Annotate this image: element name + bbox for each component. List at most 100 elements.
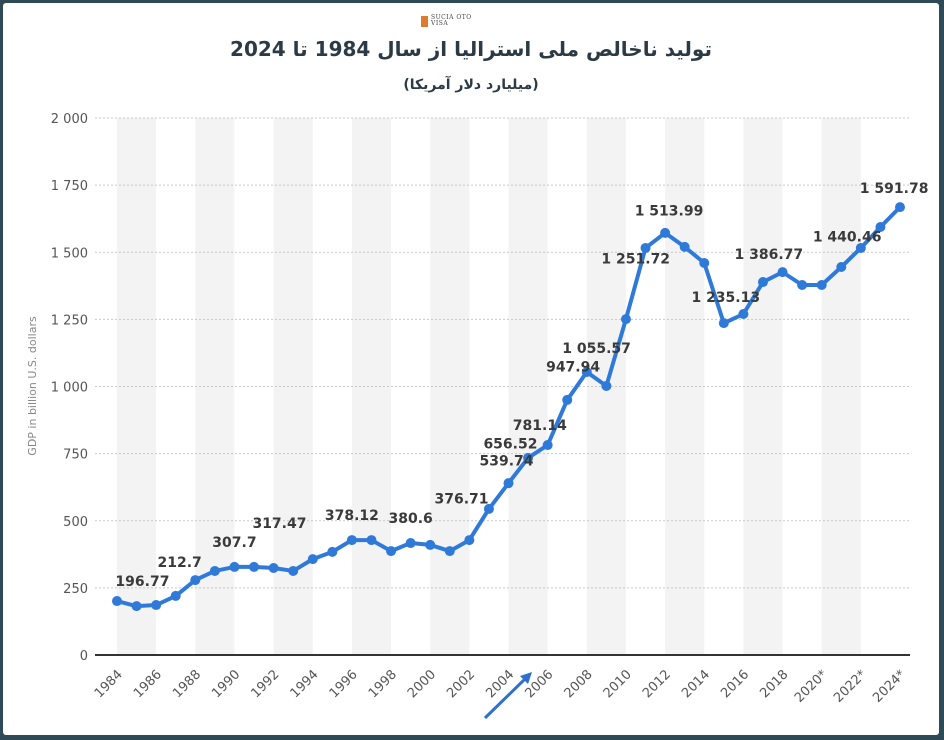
data-point [483,503,494,514]
x-tick-label: 2022* [831,667,870,706]
y-tick-label: 1 250 [51,313,88,328]
data-label: 196.77 [115,574,169,590]
logo-subtext: VISA [431,20,449,27]
data-point [855,242,866,253]
data-point [288,565,299,576]
data-point [151,600,162,611]
data-point [699,257,710,268]
x-tick-label: 2000 [405,667,439,701]
x-tick-label: 1984 [92,667,126,701]
x-tick-label: 1990 [209,667,243,701]
x-tick-label: 2020* [792,667,831,706]
x-tick-label: 2016 [718,667,752,701]
x-tick-label: 2008 [562,667,596,701]
x-tick-label: 2002 [444,667,478,701]
x-tick-label: 1998 [366,667,400,701]
y-tick-label: 0 [80,649,88,664]
data-point [620,314,631,325]
data-point [464,535,475,546]
data-point [660,227,671,238]
arrow-icon [483,674,530,720]
x-tick-label: 1992 [248,667,282,701]
data-point [190,575,201,586]
gdp-line-chart: 0 250 500 750 1 000 1 250 1 500 1 750 2 000 GDP i… [26,112,929,720]
data-point [405,538,416,549]
y-tick-label: 750 [63,448,88,463]
data-label: 1 235.13 [691,290,760,306]
data-point [425,539,436,550]
data-point [601,380,612,391]
data-label: 1 440.46 [813,229,882,245]
logo-mark-icon [421,15,428,27]
data-point [738,309,749,320]
data-point [366,535,377,546]
chart-subtitle: (میلیارد دلار آمریکا) [403,77,539,93]
x-tick-label: 2014 [679,667,713,701]
x-tick-label: 1988 [170,667,204,701]
y-tick-label: 250 [63,582,88,597]
data-point [268,563,279,574]
x-tick-label: 2012 [640,667,674,701]
data-point [170,590,181,601]
data-point [444,546,455,557]
data-label: 1 591.78 [860,181,929,197]
data-point [209,565,220,576]
data-point [581,367,592,378]
x-tick-label: 1996 [327,667,361,701]
y-tick-label: 1 750 [51,179,88,194]
x-tick-label: 2004 [483,667,517,701]
data-point [562,394,573,405]
data-label: 1 513.99 [635,204,704,220]
data-label: 378.12 [325,508,379,524]
data-point [679,241,690,252]
y-tick-label: 1 000 [51,381,88,396]
data-label: 307.7 [212,535,256,551]
data-label: 212.7 [157,555,201,571]
data-label: 947.94 [546,360,600,376]
data-label: 656.52 [483,437,537,453]
x-tick-label: 2010 [601,667,635,701]
data-point [307,554,318,565]
data-point [112,596,122,607]
x-tick-label: 2006 [522,667,556,701]
data-label: 380.6 [388,511,432,527]
y-tick-label: 500 [63,515,88,530]
data-label: 1 251.72 [601,252,670,268]
data-point [718,318,729,329]
data-point [229,561,240,572]
data-point [640,242,651,253]
data-point [836,262,847,273]
data-point [757,277,768,288]
data-label: 376.71 [435,491,489,507]
data-label: 1 386.77 [735,247,804,263]
logo: SUCIA OTO VISA [421,15,472,27]
data-point [249,561,260,572]
data-label: 1 055.57 [562,341,631,357]
data-point [346,535,357,546]
x-tick-label: 1994 [288,667,322,701]
chart-title: تولید ناخالص ملی استرالیا از سال 1984 تا… [230,37,712,61]
logo-text: SUCIA OTO [431,14,472,21]
data-point [386,546,397,557]
data-point [131,601,142,612]
data-point [875,222,886,233]
x-tick-label: 1986 [131,667,165,701]
data-point [327,546,338,557]
y-tick-label: 1 500 [51,246,88,261]
data-point [542,440,553,451]
data-point [503,478,514,489]
data-label: 317.47 [252,516,306,532]
y-tick-label: 2 000 [51,112,88,127]
data-label: 539.74 [480,454,534,470]
x-tick-label: 2024* [870,667,909,706]
x-tick-label: 2018 [757,667,791,701]
data-point [523,452,534,463]
data-point [797,280,808,291]
data-label: 781.14 [513,418,567,434]
y-axis-label: GDP in billion U.S. dollars [26,316,39,456]
data-point [816,280,827,291]
data-point [777,267,788,278]
data-point [895,202,905,213]
arrow-head-icon [520,672,532,684]
chart-frame: SUCIA OTO VISA تولید ناخالص ملی استرالیا… [3,3,939,735]
